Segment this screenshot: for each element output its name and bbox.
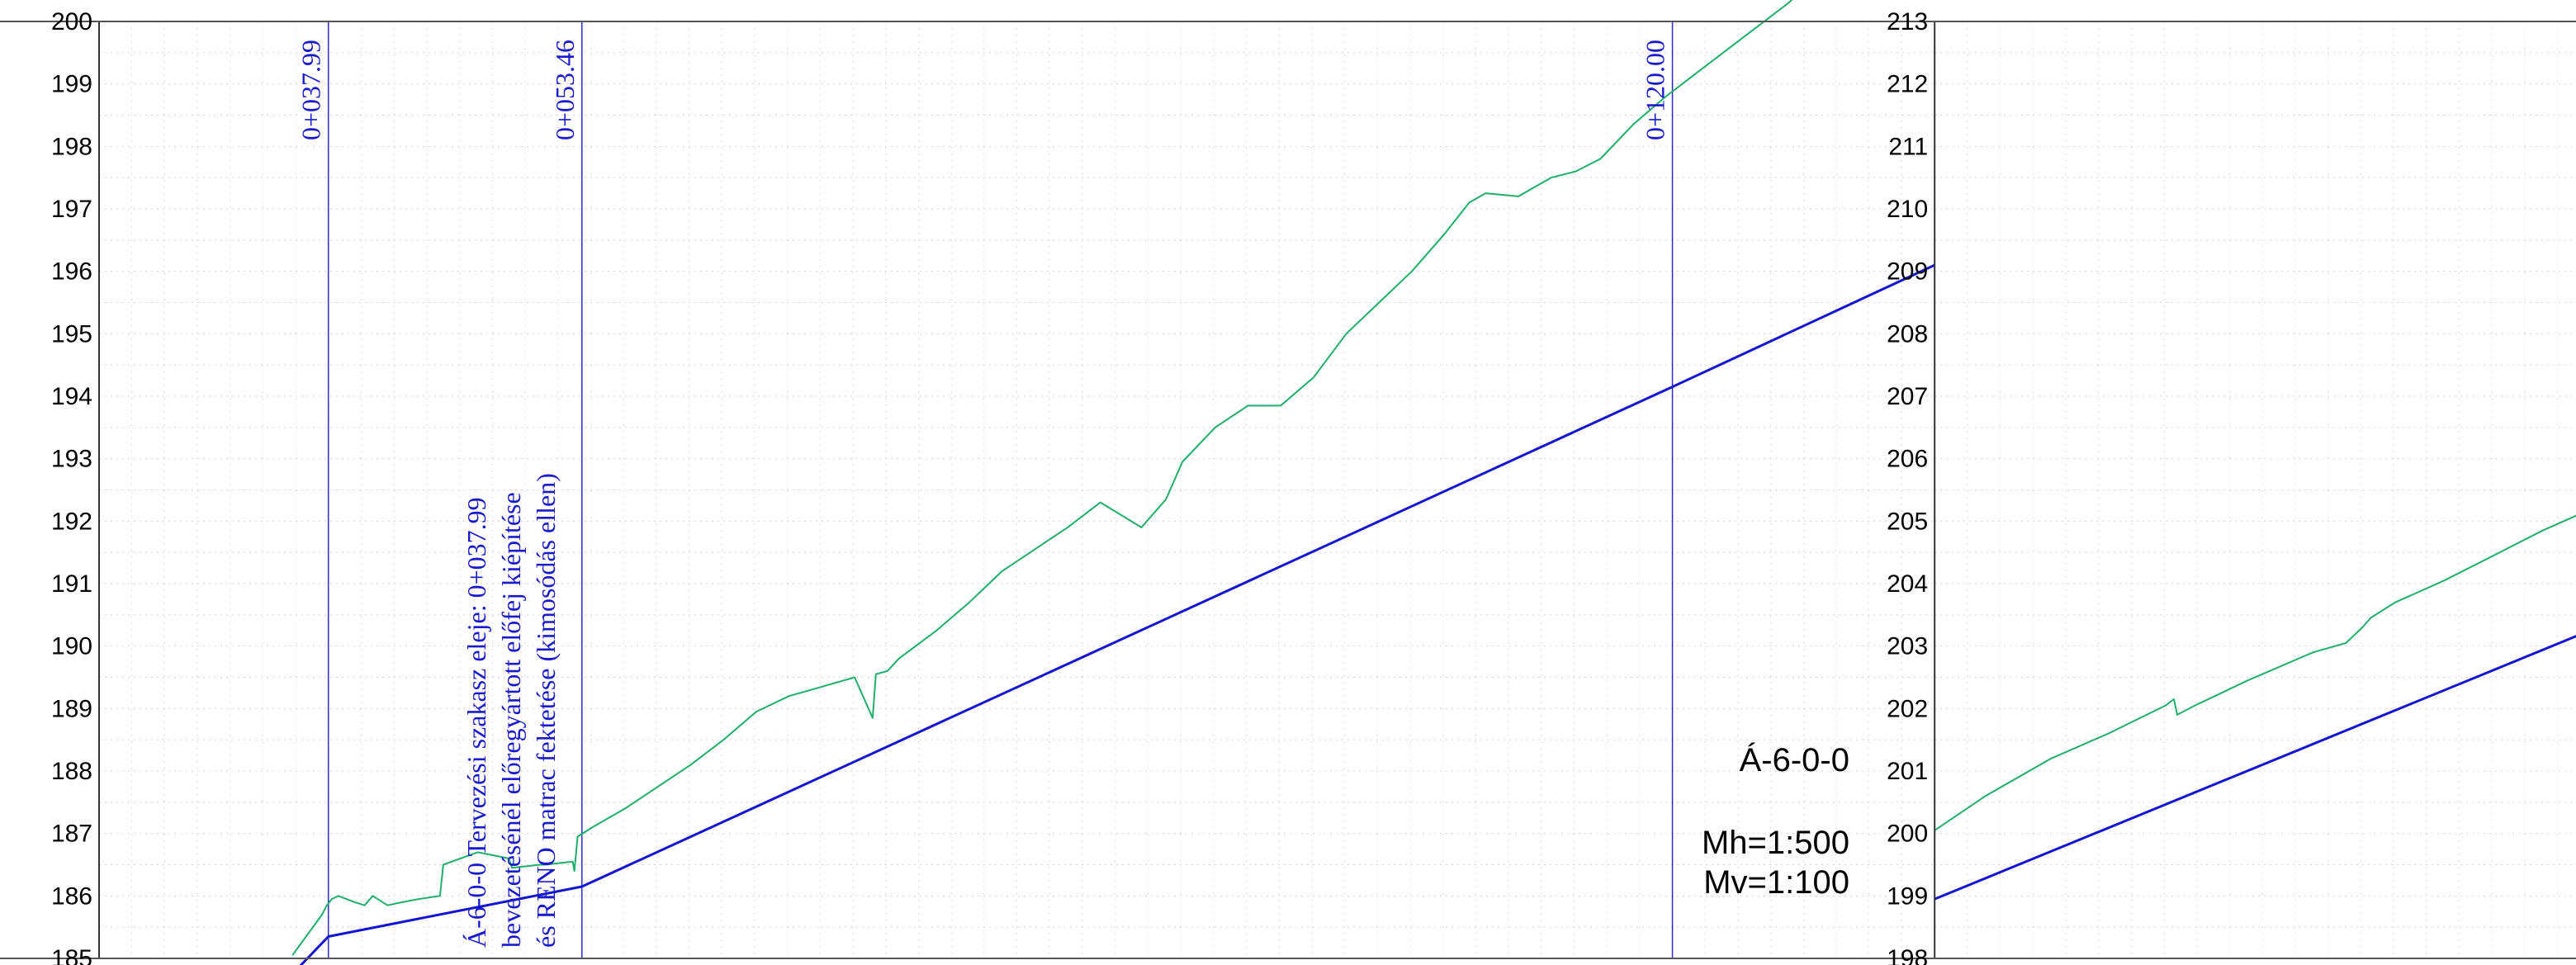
axes-layer: [0, 21, 2576, 959]
series-layer: [291, 0, 2576, 965]
y-tick-label: 211: [1888, 133, 1928, 160]
station-lines-layer: [327, 21, 1674, 958]
y-tick-label: 201: [1887, 758, 1928, 785]
y-tick-label: 193: [51, 446, 92, 473]
y-tick-label: 203: [1887, 633, 1928, 660]
y-tick-label: 208: [1887, 320, 1928, 348]
y-tick-label: 205: [1887, 508, 1928, 535]
station-label: 0+053.46: [550, 40, 580, 140]
y-tick-label: 195: [51, 320, 92, 348]
y-tick-label: 209: [1887, 258, 1928, 286]
y-tick-label: 200: [1887, 821, 1928, 848]
y-tick-label: 200: [51, 8, 92, 35]
existing-ground-line: [1934, 514, 2576, 831]
y-tick-label: 202: [1887, 695, 1928, 722]
y-tick-label: 190: [51, 633, 92, 660]
design-bed-line: [1934, 635, 2576, 901]
vertical-scale-label: Mv=1:100: [1703, 864, 1849, 901]
profile-title: Á-6-0-0: [1740, 741, 1849, 778]
design-section-note-line-3: és RENO matrac fektetése (kimosódás elle…: [531, 473, 561, 948]
y-tick-label: 198: [51, 133, 92, 160]
y-tick-label: 212: [1887, 71, 1928, 98]
station-label: 0+120.00: [1641, 40, 1670, 140]
y-tick-label: 199: [1887, 882, 1928, 910]
y-tick-label: 185: [51, 945, 92, 965]
horizontal-scale-label: Mh=1:500: [1702, 825, 1849, 861]
y-tick-label: 207: [1887, 383, 1928, 410]
y-tick-label: 187: [51, 821, 92, 848]
y-tick-label: 213: [1887, 8, 1928, 35]
y-tick-label: 198: [1887, 945, 1928, 965]
y-tick-label: 206: [1887, 446, 1928, 473]
station-label: 0+037.99: [296, 40, 326, 140]
y-tick-labels-layer: 185 186 187 188 189 190 191 192 193 194 195 196 197 1…: [51, 8, 1928, 965]
y-tick-label: 197: [51, 196, 92, 223]
y-tick-label: 186: [51, 882, 92, 910]
y-tick-label: 196: [51, 258, 92, 286]
y-tick-label: 192: [51, 508, 92, 535]
design-bed-line: [299, 263, 1935, 965]
y-tick-label: 199: [51, 71, 92, 98]
grid-layer: [98, 21, 2576, 959]
station-labels-layer: 0+037.990+053.460+120.000+177.39Hordalék…: [296, 40, 1670, 140]
y-tick-label: 191: [51, 570, 92, 598]
y-tick-label: 204: [1887, 570, 1928, 598]
design-section-note-line-1: Á-6-0-0 Tervezési szakasz eleje: 0+037.9…: [462, 497, 491, 948]
y-tick-label: 188: [51, 758, 92, 785]
existing-ground-line: [291, 0, 1793, 956]
y-tick-label: 189: [51, 695, 92, 722]
y-tick-label: 194: [51, 383, 92, 410]
y-tick-label: 210: [1887, 196, 1928, 223]
design-section-note-line-2: bevezetésénél előregyártott előfej kiépí…: [496, 492, 526, 948]
